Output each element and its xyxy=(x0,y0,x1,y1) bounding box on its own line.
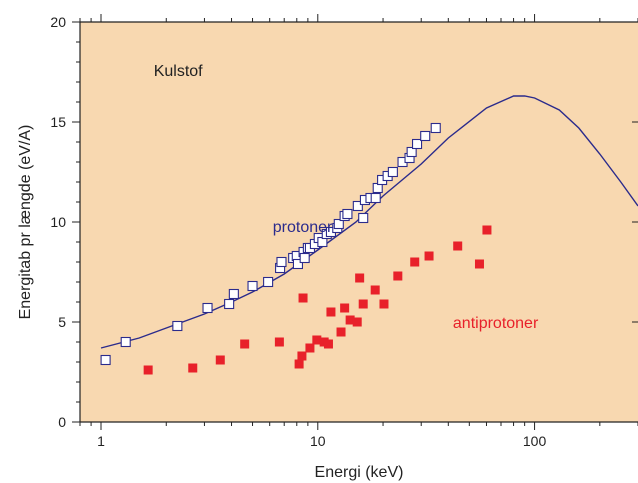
antiprotoner-point xyxy=(298,293,308,303)
y-axis-label: Energitab pr længde (eV/A) xyxy=(17,125,34,320)
protoner-point xyxy=(333,218,344,230)
antiprotoner-point xyxy=(312,335,322,345)
antiprotoner-point xyxy=(305,343,315,353)
y-tick-label: 5 xyxy=(58,314,66,330)
y-tick-label: 10 xyxy=(50,214,66,230)
protoner-point xyxy=(228,288,239,300)
antiprotoner-point xyxy=(294,359,304,369)
protoner-series xyxy=(100,95,638,366)
antiprotoner-point xyxy=(355,273,365,283)
protoner-point xyxy=(100,354,111,366)
protoner-point xyxy=(276,256,287,268)
annotations: Kulstof protoner antiprotoner xyxy=(154,63,539,332)
antiprotoner-point xyxy=(424,251,434,261)
antiprotoner-point xyxy=(352,317,362,327)
antiprotoner-point xyxy=(323,339,333,349)
antiprotoner-point xyxy=(188,363,198,373)
protoner-point xyxy=(299,252,310,264)
antiprotoner-point xyxy=(474,259,484,269)
protoner-point xyxy=(263,276,274,288)
antiprotoner-point xyxy=(143,365,153,375)
antiprotoner-point xyxy=(379,299,389,309)
y-tick-label: 20 xyxy=(50,14,66,30)
protoner-point xyxy=(411,138,423,150)
x-tick-label: 10 xyxy=(310,433,326,449)
antiprotoner-point xyxy=(336,327,346,337)
antiprotoner-point xyxy=(297,351,307,361)
antiprotoner-point xyxy=(340,303,350,313)
antiprotoner-point xyxy=(393,271,403,281)
y-axis: 0 5 10 15 20 xyxy=(50,14,638,430)
protoner-point xyxy=(420,130,431,142)
protoner-curve xyxy=(100,95,638,349)
protoner-point xyxy=(202,302,213,314)
antiprotoner-point xyxy=(453,241,463,251)
antiprotoner-series xyxy=(143,225,492,375)
antiprotoner-point xyxy=(358,299,368,309)
protoner-point xyxy=(352,200,363,212)
x-axis-label: Energi (keV) xyxy=(315,464,404,481)
antiprotoner-point xyxy=(326,307,336,317)
antiprotoner-point xyxy=(215,355,225,365)
x-axis: 1 10 100 xyxy=(79,14,638,449)
protoner-point xyxy=(292,258,304,270)
antiprotoner-point xyxy=(370,285,380,295)
protoner-point xyxy=(370,192,381,204)
antiprotoner-point xyxy=(240,339,250,349)
antiprotoner-point xyxy=(410,257,420,267)
antiprotoner-point xyxy=(482,225,492,235)
x-tick-label: 100 xyxy=(523,433,547,449)
protoner-point xyxy=(358,212,369,224)
antiprotoner-point xyxy=(274,337,284,347)
annotation-label: protoner xyxy=(273,219,333,236)
y-tick-label: 0 xyxy=(58,414,66,430)
y-tick-label: 15 xyxy=(50,114,66,130)
antiprotoner-point xyxy=(345,315,355,325)
protoner-point xyxy=(406,146,417,158)
protoner-point xyxy=(430,122,441,134)
protoner-point xyxy=(172,320,183,332)
protoner-point xyxy=(224,298,235,310)
protoner-point xyxy=(247,280,258,292)
protoner-point xyxy=(387,166,398,178)
protoner-point xyxy=(120,336,131,348)
protoner-point xyxy=(342,208,353,220)
annotation-label: antiprotoner xyxy=(453,315,539,332)
annotation-label: Kulstof xyxy=(154,63,203,80)
x-tick-label: 1 xyxy=(97,433,105,449)
